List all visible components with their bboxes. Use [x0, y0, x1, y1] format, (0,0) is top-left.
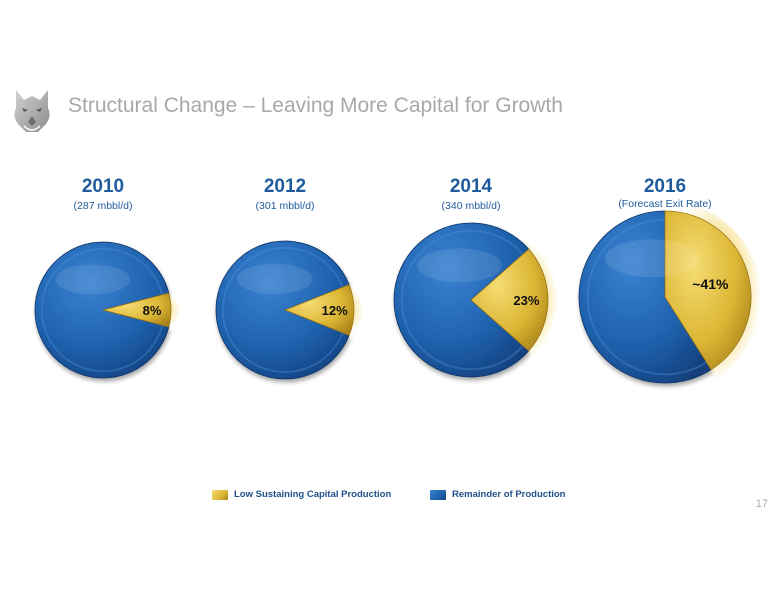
pie-slice-low-sustaining-2014 — [470, 248, 549, 352]
pie-slice-low-sustaining-2010 — [102, 292, 172, 328]
pie-chart-2014: 2014 (340 mbbl/d) 23% — [393, 176, 559, 378]
pie-subtitle-2010: (287 mbbl/d) — [74, 200, 133, 212]
pie-slice-remainder-2012 — [215, 240, 350, 380]
pie-sheen-2010 — [55, 264, 131, 295]
pie-sheen-2016 — [604, 239, 700, 278]
pie-subtitle-2014: (340 mbbl/d) — [442, 200, 501, 212]
pie-sheen-2014 — [417, 248, 502, 283]
pie-chart-2012: 2012 (301 mbbl/d) 12% — [215, 176, 365, 380]
legend-swatch-gold — [212, 489, 228, 500]
pie-label-2010: 8% — [143, 303, 162, 318]
legend-label-low-sustaining: Low Sustaining Capital Production — [234, 489, 392, 500]
chart-legend: Low Sustaining Capital Production Remain… — [0, 489, 776, 505]
pie-label-2014: 23% — [513, 293, 539, 308]
pie-sheen-2012 — [236, 263, 313, 295]
legend-label-remainder: Remainder of Production — [452, 489, 566, 500]
pie-year-2010: 2010 — [82, 176, 124, 197]
pie-label-2012: 12% — [322, 303, 348, 318]
page-number: 17 — [755, 498, 768, 510]
slide-title: Structural Change – Leaving More Capital… — [68, 94, 563, 117]
pie-slice-low-sustaining-2012 — [283, 284, 355, 336]
pie-slice-remainder-2014 — [393, 222, 530, 378]
pie-slice-low-sustaining-2016 — [664, 210, 752, 371]
pie-slice-remainder-2010 — [34, 241, 170, 379]
legend-item-remainder: Remainder of Production — [430, 489, 565, 500]
pie-chart-2010: 2010 (287 mbbl/d) 8% — [34, 176, 182, 379]
pie-slice-remainder-2016 — [578, 210, 712, 384]
pie-year-2012: 2012 — [264, 176, 306, 197]
pie-subtitle-2012: (301 mbbl/d) — [256, 200, 315, 212]
husky-logo — [14, 90, 50, 132]
pie-year-2014: 2014 — [450, 176, 493, 197]
pie-label-2016: ~41% — [692, 276, 729, 292]
legend-swatch-blue — [430, 489, 446, 500]
pie-chart-2016: 2016(Forecast Exit Rate)~41% — [578, 176, 762, 384]
pie-year-2016: 2016 — [644, 176, 686, 197]
legend-item-low-sustaining: Low Sustaining Capital Production — [212, 489, 391, 500]
